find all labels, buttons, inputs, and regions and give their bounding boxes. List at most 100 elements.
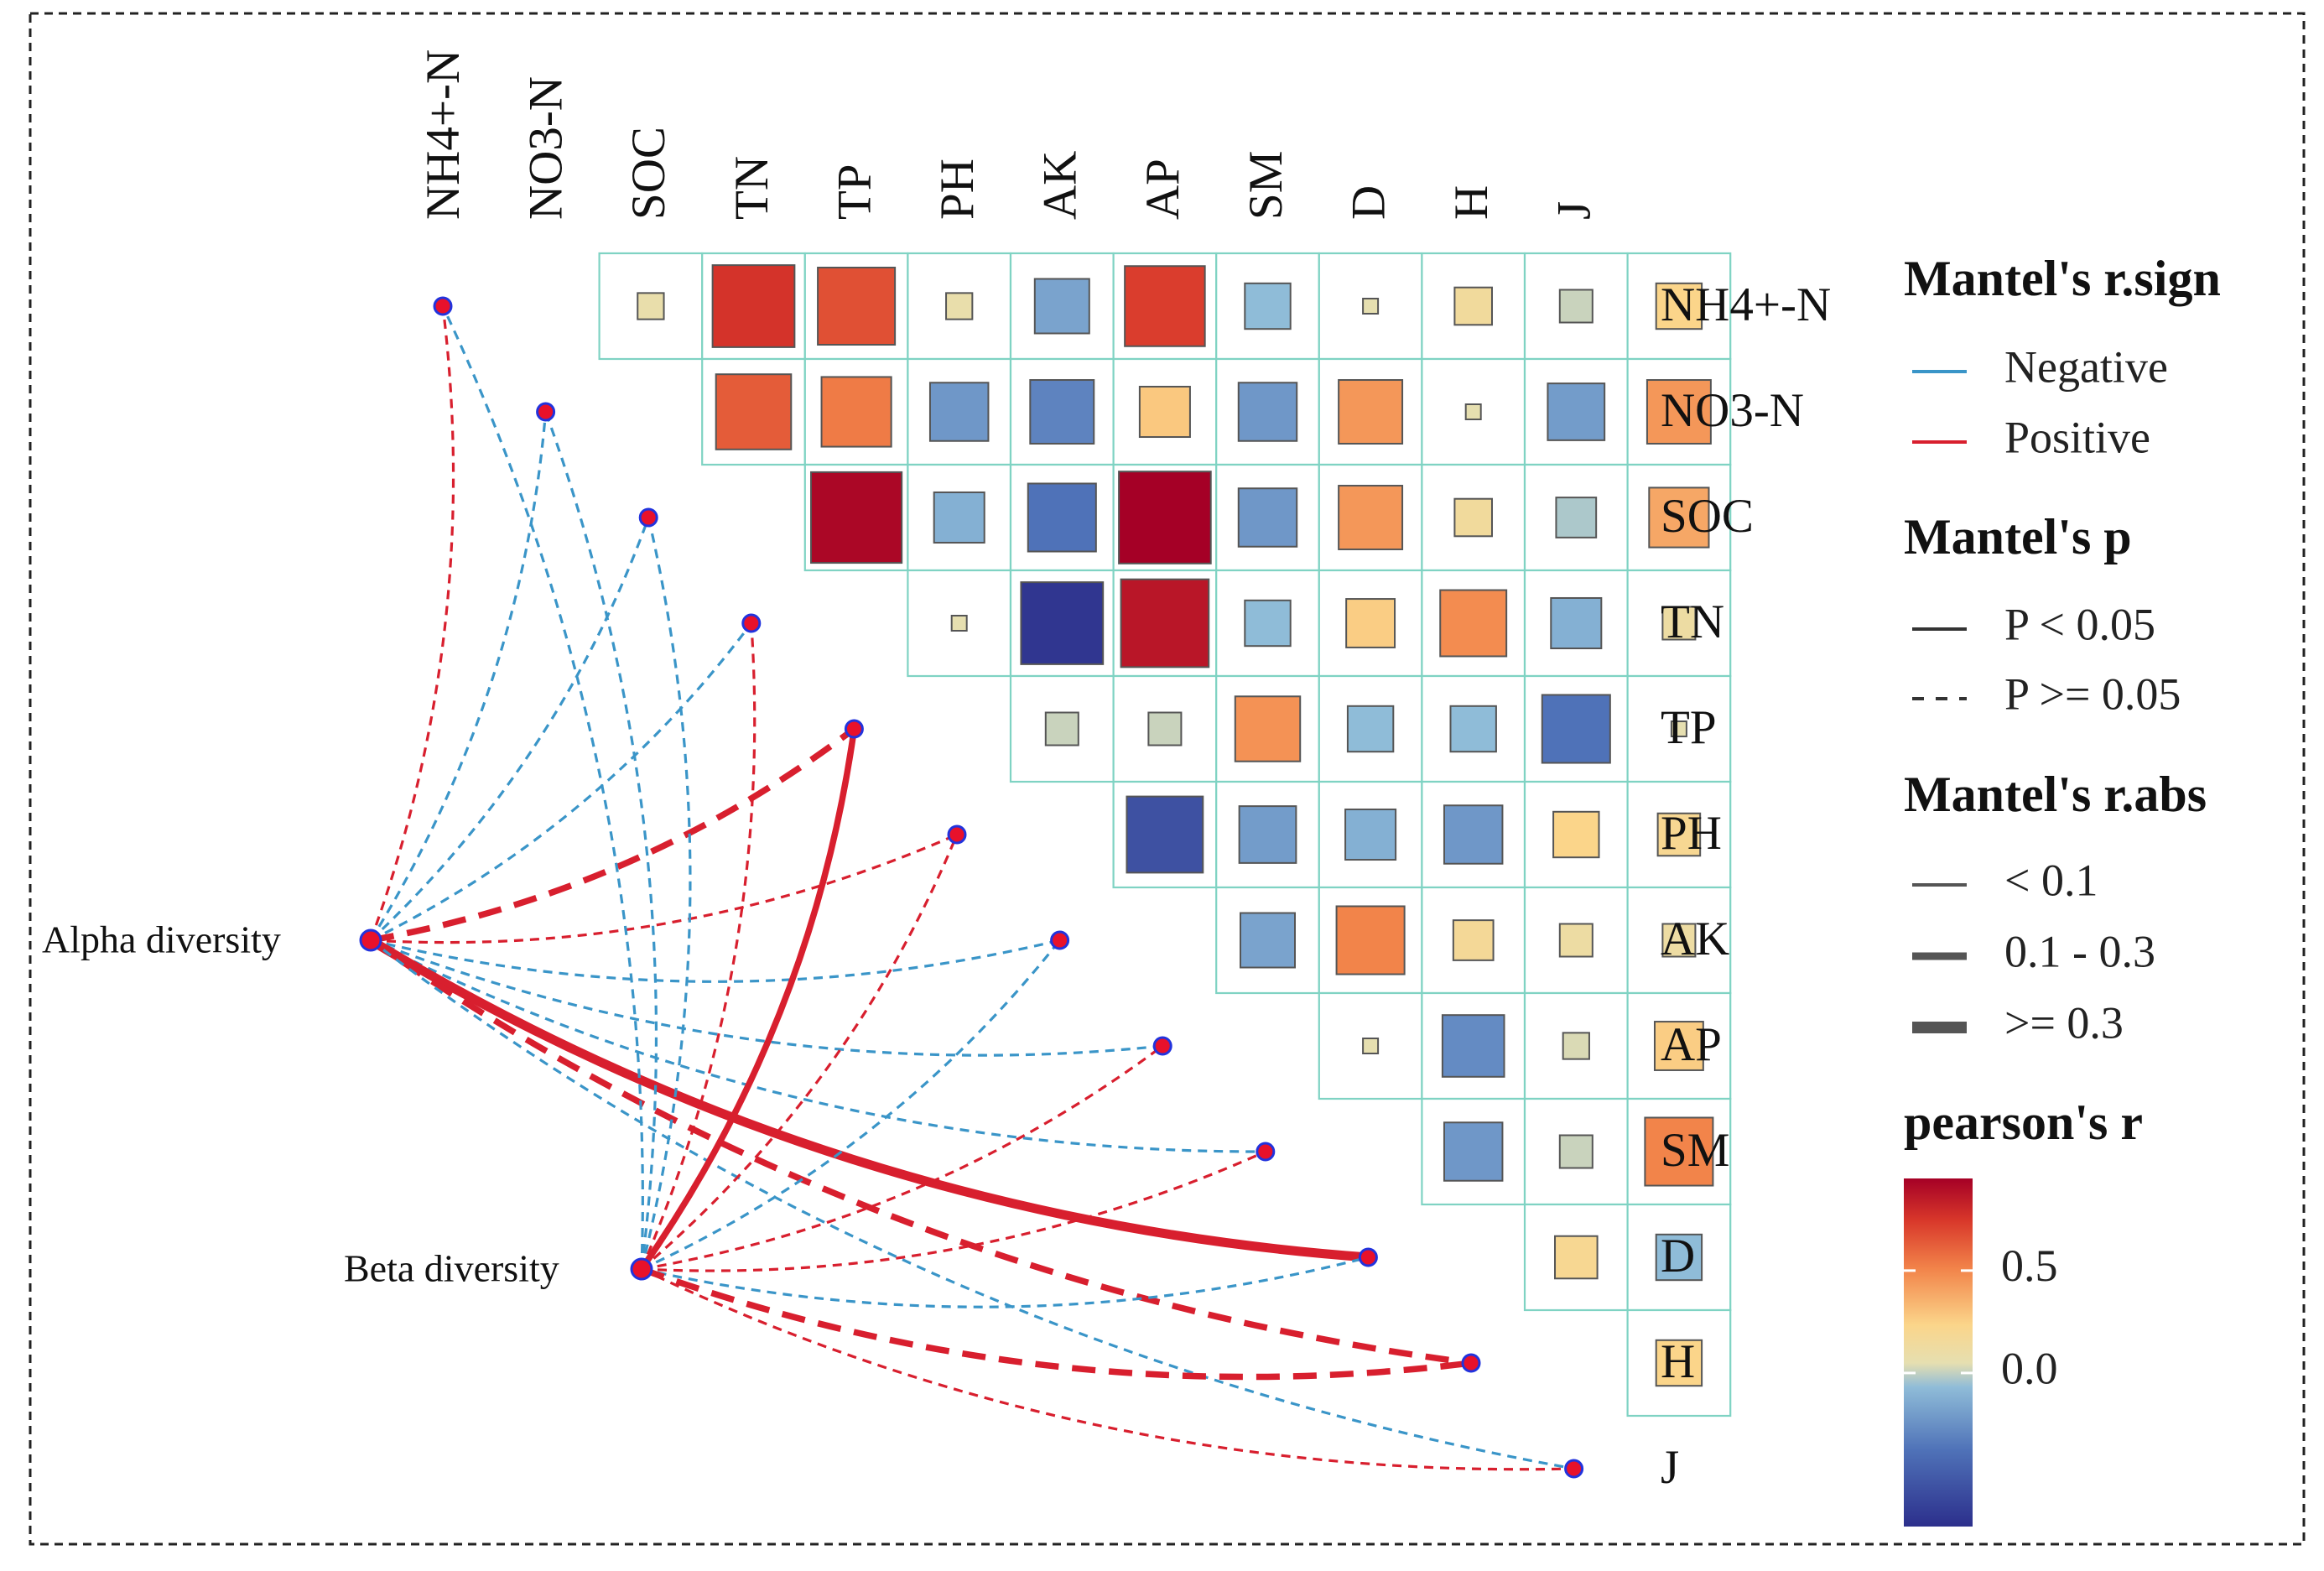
legend: Mantel's r.sign Negative Positive Mantel… [1904,251,2221,1527]
square-soc-ph [1027,482,1097,553]
square-soc-sm [1338,485,1404,550]
square-nh4-n-d [1453,286,1493,326]
square-nh4-n-j [1655,282,1703,330]
square-soc-ap [1237,487,1298,548]
legend-colorbar [1904,1178,1973,1527]
legend-r-thin-label: < 0.1 [2004,855,2098,905]
square-ph-sm [1344,808,1397,861]
link-beta-diversity-tp [638,728,858,1272]
square-nh4-n-tp [945,292,974,320]
square-tn-h [1550,596,1603,650]
square-sm-h [1558,1134,1594,1169]
square-tn-d [1439,589,1508,658]
row-label-nh4-n: NH4+-N [1661,278,1831,331]
col-label-ph: PH [931,159,984,220]
row-label-d: D [1661,1230,1695,1282]
row-label-ak: AK [1661,913,1729,965]
link-beta-diversity-sm [641,1150,1266,1272]
link-beta-diversity-ap [641,1044,1164,1271]
endpoint-d [1358,1247,1378,1267]
endpoint-h [1461,1353,1481,1373]
colorbar-tick-label-0: 0.5 [2001,1241,2058,1291]
square-ap-d [1441,1014,1505,1078]
link-alpha-diversity-ph [370,833,958,944]
link-beta-diversity-j [641,1267,1574,1471]
legend-negative-label: Negative [2004,341,2168,392]
square-no3-n-sm [1338,379,1404,445]
square-tn-ak [1120,578,1210,668]
link-beta-diversity-tn [640,622,756,1270]
endpoint-ap [1152,1036,1172,1056]
node-label-alpha-diversity: Alpha diversity [42,918,281,961]
row-label-tn: TN [1661,596,1724,648]
square-no3-n-ph [1029,379,1095,445]
square-ap-j [1653,1021,1704,1071]
col-label-ak: AK [1034,151,1087,220]
square-ak-ap [1240,912,1296,969]
legend-p-title: Mantel's p [1904,509,2132,564]
link-beta-diversity-no3-n [544,411,658,1270]
legend-colorbar-title: pearson's r [1904,1095,2143,1150]
link-alpha-diversity-ap [370,939,1163,1057]
square-tn-j [1661,606,1697,641]
legend-r-mid-label: 0.1 - 0.3 [2004,926,2155,976]
square-no3-n-h [1547,382,1606,441]
square-ak-j [1661,923,1697,958]
legend-sign-title: Mantel's r.sign [1904,251,2221,306]
square-ap-sm [1362,1038,1380,1054]
legend-r-title: Mantel's r.abs [1904,767,2207,822]
square-ph-d [1443,804,1504,865]
square-tp-h [1541,694,1611,764]
square-nh4-n-ph [1033,278,1090,335]
row-label-j: J [1661,1441,1679,1494]
square-ph-h [1552,810,1600,859]
col-label-tp: TP [828,164,881,220]
square-sm-j [1644,1116,1714,1187]
link-alpha-diversity-tp [370,726,856,944]
square-tn-ap [1244,599,1292,648]
col-label-j: J [1548,201,1601,220]
endpoint-tp [844,719,864,739]
square-tp-ak [1147,711,1183,746]
legend-p-dashed-label: P >= 0.05 [2004,668,2181,719]
square-no3-n-j [1646,379,1712,445]
square-tn-tp [950,615,968,632]
link-alpha-diversity-nh4-n [369,305,455,941]
square-nh4-n-no3-n [637,292,665,320]
link-alpha-diversity-no3-n [369,411,548,941]
square-no3-n-tp [928,382,990,442]
endpoint-ak [1050,930,1070,950]
legend-positive-label: Positive [2004,412,2150,462]
endpoint-j [1564,1459,1584,1479]
link-alpha-diversity-sm [370,939,1266,1153]
square-ak-d [1452,919,1495,961]
square-no3-n-d [1464,403,1482,420]
square-soc-ak [1118,471,1212,564]
link-alpha-diversity-ak [370,939,1060,983]
endpoint-tn [741,613,762,633]
link-beta-diversity-d [641,1256,1369,1308]
square-no3-n-ak [1138,385,1191,439]
link-alpha-diversity-h [368,937,1472,1366]
col-label-h: H [1445,185,1498,220]
legend-p-solid-label: P < 0.05 [2004,599,2155,649]
link-alpha-diversity-tn [370,622,753,942]
square-ak-h [1558,923,1594,958]
link-beta-diversity-ph [640,834,959,1271]
square-nh4-n-ap [1244,282,1292,330]
square-tp-sm [1346,705,1395,753]
node-dot-beta-diversity [630,1257,653,1281]
square-soc-tn [810,471,903,564]
node-labels: Alpha diversity Beta diversity [42,918,559,1290]
node-dot-alpha-diversity [359,929,382,952]
link-beta-diversity-soc [640,517,692,1270]
endpoint-soc [638,507,658,528]
legend-r-thick-label: >= 0.3 [2004,997,2124,1048]
square-tp-ph [1044,711,1079,746]
square-no3-n-tn [820,376,892,448]
square-nh4-n-soc [711,264,796,348]
col-label-tn: TN [725,156,778,220]
square-tp-d [1449,705,1497,753]
column-labels: NH4+-N NO3-N SOC TN TP PH AK AP SM D H J [417,49,1601,220]
